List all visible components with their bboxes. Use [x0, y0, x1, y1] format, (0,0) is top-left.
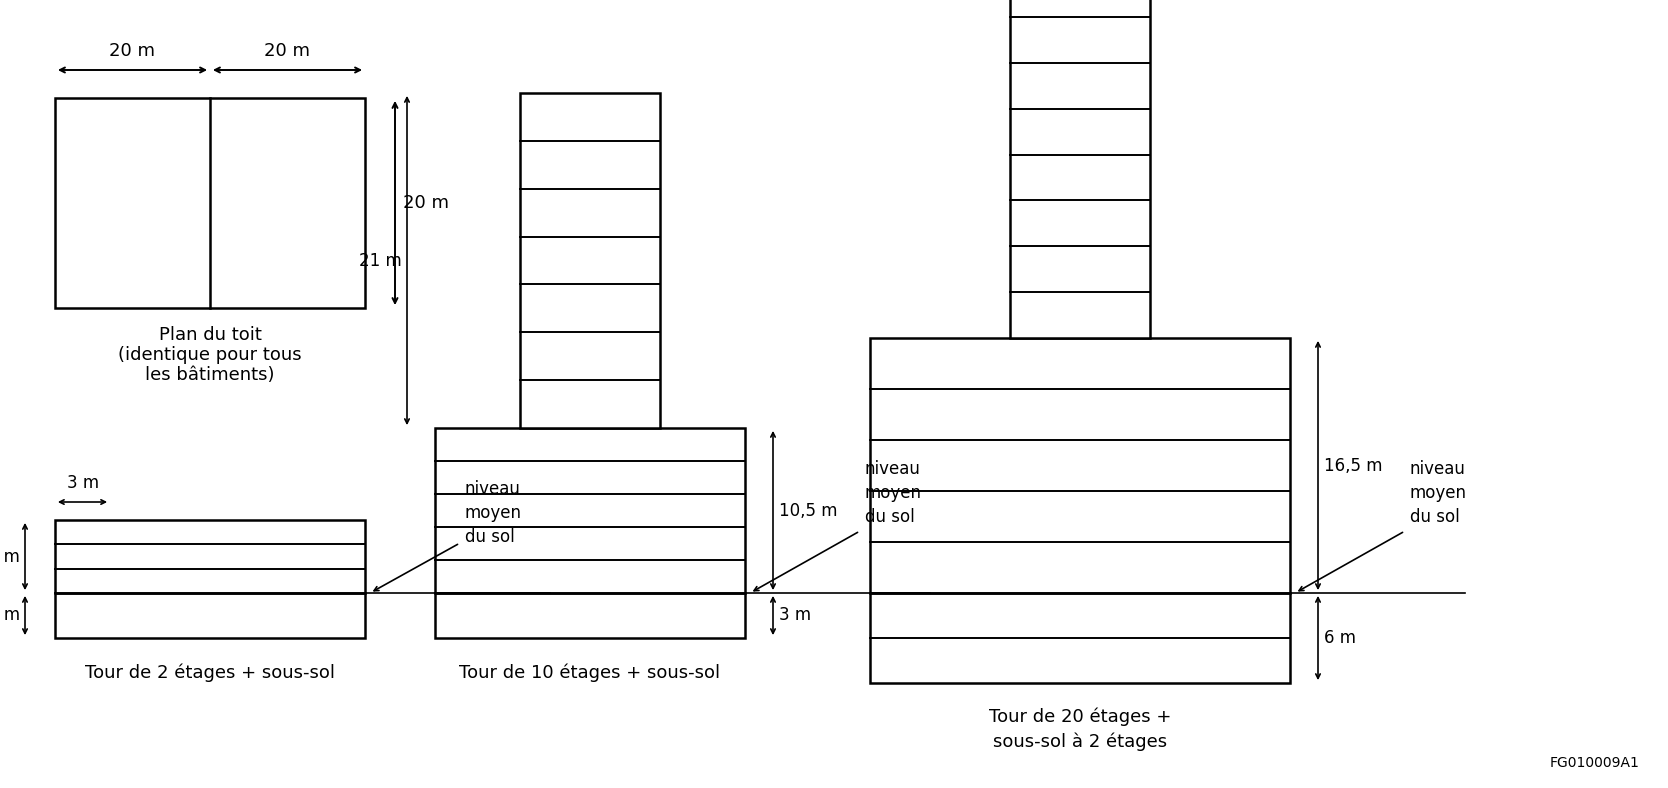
Bar — [520, 93, 661, 428]
Text: 3 m: 3 m — [0, 607, 20, 625]
Text: 21 m: 21 m — [359, 251, 402, 269]
Text: niveau
moyen
du sol: niveau moyen du sol — [866, 460, 922, 526]
Text: 4,5 m: 4,5 m — [0, 548, 20, 566]
Text: FG010009A1: FG010009A1 — [1550, 756, 1640, 770]
Bar — [435, 428, 746, 593]
Text: 20 m: 20 m — [265, 42, 310, 60]
Text: 6 m: 6 m — [1324, 629, 1356, 647]
Text: Tour de 2 étages + sous-sol: Tour de 2 étages + sous-sol — [85, 663, 335, 682]
Text: Tour de 10 étages + sous-sol: Tour de 10 étages + sous-sol — [459, 663, 721, 682]
Bar — [55, 520, 365, 593]
Text: Tour de 20 étages +
sous-sol à 2 étages: Tour de 20 étages + sous-sol à 2 étages — [989, 708, 1171, 751]
Text: les bâtiments): les bâtiments) — [145, 366, 275, 384]
Text: niveau
moyen
du sol: niveau moyen du sol — [1409, 460, 1466, 526]
Bar — [871, 593, 1289, 683]
Text: 16,5 m: 16,5 m — [1324, 456, 1383, 474]
Text: 20 m: 20 m — [110, 42, 155, 60]
Text: 20 m: 20 m — [404, 194, 449, 212]
Text: niveau
moyen
du sol: niveau moyen du sol — [465, 481, 522, 545]
Bar — [871, 338, 1289, 593]
Bar — [1011, 0, 1149, 338]
Text: (identique pour tous: (identique pour tous — [118, 346, 302, 364]
Bar — [435, 593, 746, 638]
Bar — [55, 98, 365, 308]
Text: 10,5 m: 10,5 m — [779, 501, 837, 519]
Text: 3 m: 3 m — [67, 474, 98, 492]
Bar — [55, 593, 365, 638]
Text: Plan du toit: Plan du toit — [158, 326, 262, 344]
Text: 3 m: 3 m — [779, 607, 811, 625]
Text: 45 m: 45 m — [932, 0, 976, 3]
